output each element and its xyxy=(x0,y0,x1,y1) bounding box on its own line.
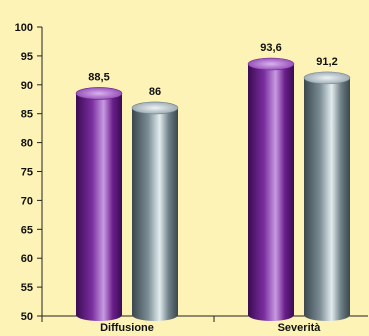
bar-body xyxy=(132,107,178,315)
category-label: Severità xyxy=(278,322,322,334)
y-tick-label: 90 xyxy=(21,80,33,92)
y-tick-label: 95 xyxy=(21,51,33,63)
labels: 88,5 86 Diffusione 93,6 91,2 Severità xyxy=(88,42,337,334)
y-tick-label: 70 xyxy=(21,195,33,207)
bar xyxy=(247,57,295,321)
y-tick-label: 60 xyxy=(21,253,33,265)
y-tick-label: 100 xyxy=(15,22,33,34)
y-tick-label: 85 xyxy=(21,109,33,121)
data-label: 86 xyxy=(149,86,161,98)
y-tick-label: 50 xyxy=(21,311,33,323)
bar-top xyxy=(247,57,295,71)
bar-top xyxy=(303,71,351,85)
y-tick-label: 55 xyxy=(21,282,33,294)
bar-top xyxy=(131,101,179,115)
bar xyxy=(303,71,351,321)
bar-body xyxy=(248,63,294,315)
y-tick-label: 65 xyxy=(21,224,33,236)
y-tick-label: 80 xyxy=(21,138,33,150)
data-label: 88,5 xyxy=(88,71,109,83)
category-label: Diffusione xyxy=(100,322,154,334)
bar xyxy=(75,87,123,321)
data-label: 93,6 xyxy=(260,42,281,54)
data-label: 91,2 xyxy=(316,56,337,68)
bar-top xyxy=(75,87,123,100)
bars xyxy=(75,57,351,321)
bar-body xyxy=(76,93,122,315)
axes: 50 55 60 65 70 75 80 85 90 95 100 xyxy=(15,22,368,323)
bar xyxy=(131,101,179,321)
y-tick-label: 75 xyxy=(21,167,33,179)
bar-body xyxy=(304,77,350,315)
